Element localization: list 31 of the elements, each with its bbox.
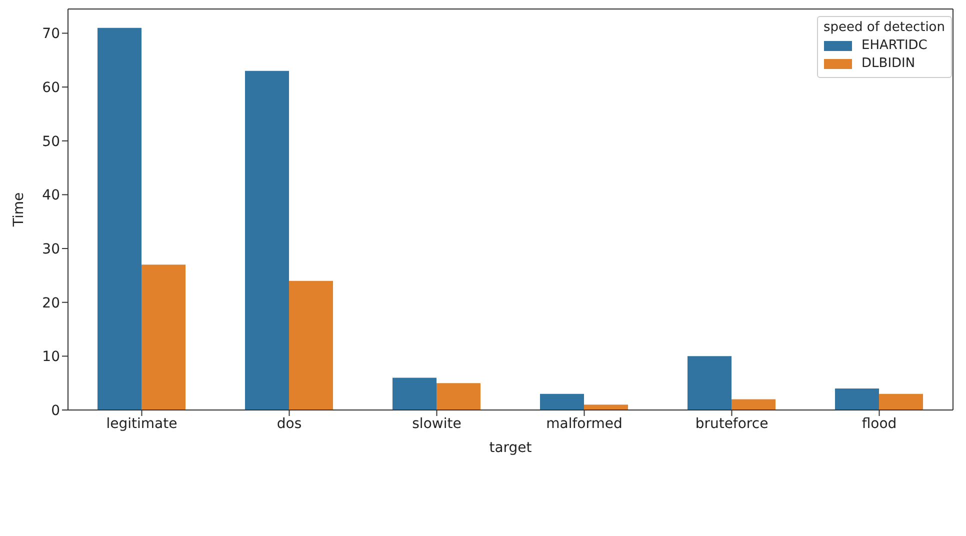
x-tick-label: dos (276, 416, 302, 432)
y-tick-label: 40 (42, 188, 60, 204)
y-tick-label: 20 (42, 295, 60, 312)
bar (436, 383, 480, 410)
bar (688, 356, 732, 410)
bar (245, 70, 289, 410)
bar (835, 388, 879, 410)
bar (584, 404, 628, 410)
y-tick-label: 10 (42, 349, 60, 366)
x-tick-label: malformed (546, 416, 622, 432)
bar (540, 394, 584, 410)
legend-title: speed of detection (824, 20, 945, 35)
bar (732, 399, 776, 410)
bar (879, 394, 923, 410)
x-tick-label: bruteforce (695, 416, 768, 432)
y-tick-label: 70 (42, 26, 60, 42)
bar (142, 264, 186, 410)
x-tick-label: legitimate (106, 416, 178, 432)
x-axis-title: target (489, 440, 532, 456)
x-tick-label: slowite (412, 416, 462, 432)
legend-label: EHARTIDC (862, 38, 928, 53)
y-tick-label: 30 (42, 241, 60, 258)
y-axis-title: Time (10, 192, 27, 228)
bar (289, 280, 333, 410)
y-tick-label: 50 (42, 134, 60, 150)
y-tick-label: 60 (42, 80, 60, 96)
legend-label: DLBIDIN (862, 56, 916, 71)
bar (392, 378, 436, 410)
y-tick-label: 0 (51, 402, 60, 419)
x-tick-label: flood (862, 416, 897, 432)
bar (98, 28, 142, 410)
